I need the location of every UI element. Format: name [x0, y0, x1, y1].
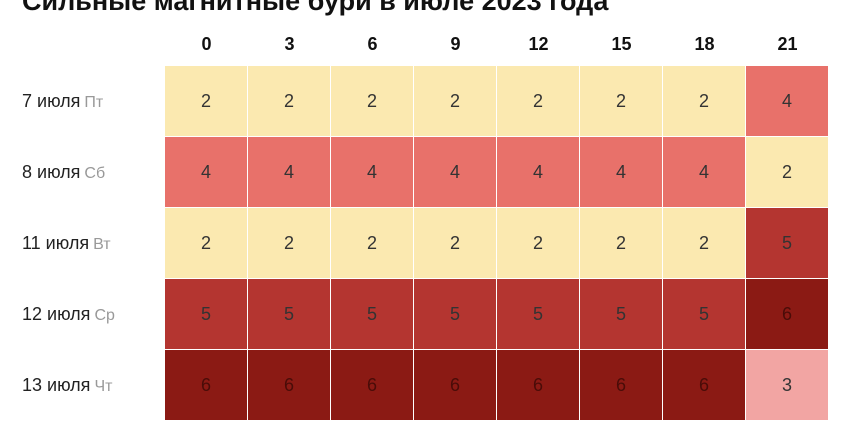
kp-cell: 5: [414, 279, 496, 349]
kp-cell: 2: [331, 208, 413, 278]
row-label: 7 июля Пт: [22, 66, 103, 136]
date-label: 7 июля: [22, 91, 81, 111]
row-label: 13 июля Чт: [22, 350, 112, 420]
kp-cell: 2: [414, 66, 496, 136]
column-header-hour: 6: [367, 34, 378, 54]
kp-cell: 2: [165, 208, 247, 278]
row-label: 11 июля Вт: [22, 208, 111, 278]
kp-cell: 5: [746, 208, 828, 278]
kp-cell: 5: [248, 279, 330, 349]
kp-cell: 6: [497, 350, 579, 420]
page-title: Сильные магнитные бури в июле 2023 года: [22, 0, 609, 16]
date-label: 13 июля: [22, 375, 91, 395]
weekday-label: Чт: [94, 378, 113, 395]
kp-cell: 6: [331, 350, 413, 420]
kp-cell: 2: [248, 66, 330, 136]
kp-cell: 6: [414, 350, 496, 420]
kp-cell: 2: [663, 208, 745, 278]
kp-cell: 4: [746, 66, 828, 136]
kp-cell: 5: [663, 279, 745, 349]
kp-cell: 3: [746, 350, 828, 420]
kp-cell: 4: [580, 137, 662, 207]
kp-cell: 2: [248, 208, 330, 278]
kp-cell: 4: [331, 137, 413, 207]
kp-cell: 2: [580, 208, 662, 278]
kp-cell: 6: [663, 350, 745, 420]
kp-cell: 4: [165, 137, 247, 207]
kp-cell: 2: [580, 66, 662, 136]
kp-cell: 6: [580, 350, 662, 420]
column-header-hour: 18: [694, 34, 715, 54]
date-label: 12 июля: [22, 304, 91, 324]
kp-cell: 5: [580, 279, 662, 349]
kp-cell: 5: [165, 279, 247, 349]
column-header-hour: 21: [777, 34, 798, 54]
kp-cell: 2: [497, 208, 579, 278]
column-header-hour: 12: [528, 34, 549, 54]
kp-cell: 6: [248, 350, 330, 420]
date-label: 11 июля: [22, 233, 90, 253]
kp-cell: 4: [663, 137, 745, 207]
kp-cell: 6: [165, 350, 247, 420]
kp-cell: 2: [746, 137, 828, 207]
column-header-hour: 9: [450, 34, 461, 54]
column-header-hour: 15: [611, 34, 632, 54]
column-header-hour: 3: [284, 34, 295, 54]
kp-cell: 2: [331, 66, 413, 136]
kp-cell: 2: [497, 66, 579, 136]
kp-cell: 4: [497, 137, 579, 207]
weekday-label: Сб: [84, 165, 106, 182]
kp-cell: 5: [497, 279, 579, 349]
row-label: 8 июля Сб: [22, 137, 105, 207]
kp-cell: 2: [663, 66, 745, 136]
weekday-label: Ср: [94, 307, 115, 324]
kp-cell: 4: [248, 137, 330, 207]
column-header-hour: 0: [201, 34, 212, 54]
date-label: 8 июля: [22, 162, 81, 182]
kp-cell: 2: [414, 208, 496, 278]
kp-cell: 5: [331, 279, 413, 349]
weekday-label: Пт: [84, 94, 104, 111]
kp-cell: 6: [746, 279, 828, 349]
weekday-label: Вт: [93, 236, 111, 253]
kp-cell: 4: [414, 137, 496, 207]
kp-cell: 2: [165, 66, 247, 136]
row-label: 12 июля Ср: [22, 279, 115, 349]
